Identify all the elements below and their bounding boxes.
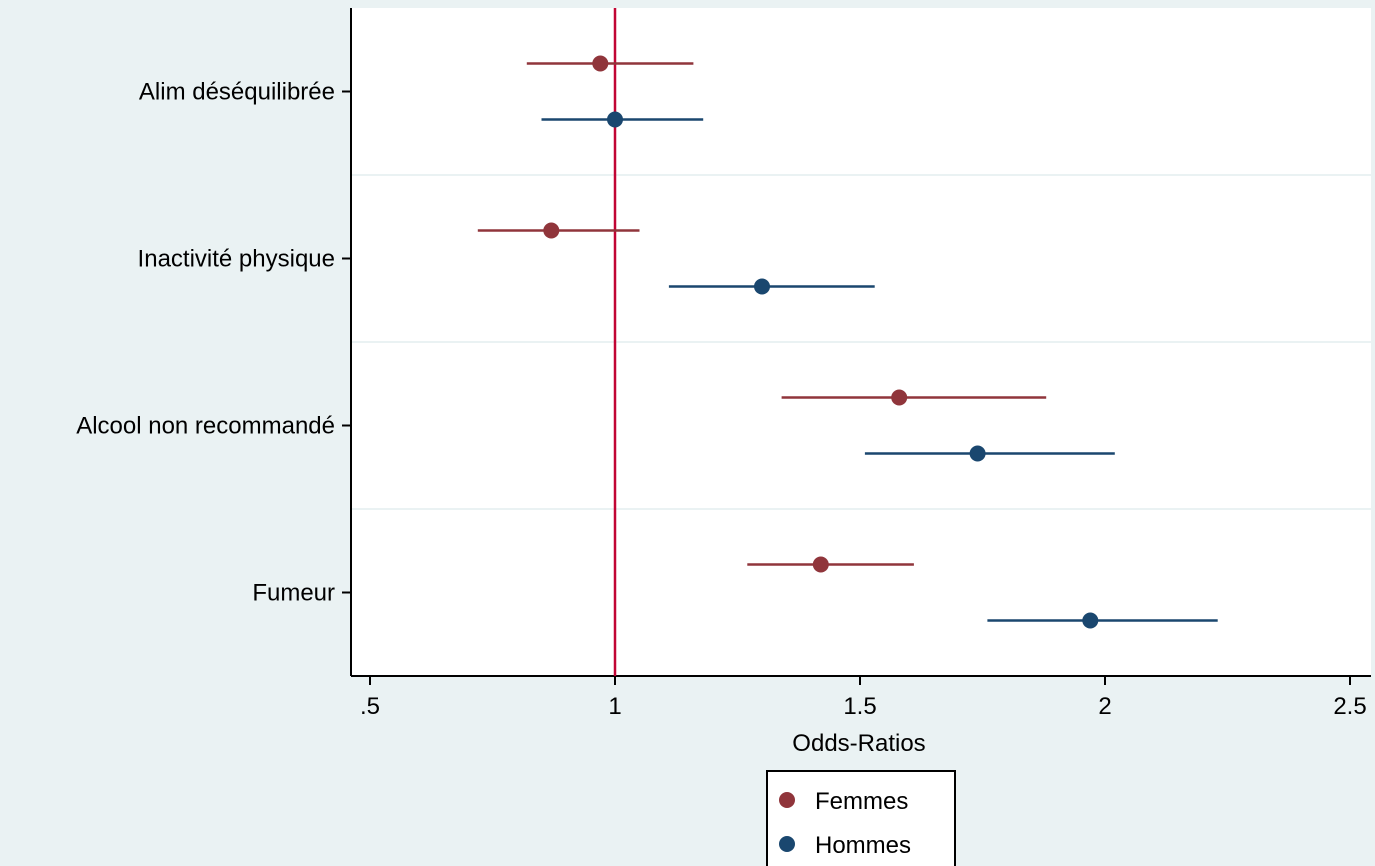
odds-ratio-point [607,111,623,128]
y-tick-label: Alcool non recommandé [76,413,335,440]
odds-ratio-point [1082,612,1099,629]
plot-area [351,8,1371,676]
legend: Femmes Hommes [766,770,956,866]
legend-marker [779,792,795,808]
legend-label: Hommes [815,832,911,859]
y-tick-label: Alim déséquilibrée [139,79,335,106]
x-axis: .5 1 1.5 2 2.5 [351,675,1371,720]
x-axis-title: Odds-Ratios [792,730,925,757]
x-tick-label: .5 [360,693,380,720]
odds-ratio-point [891,389,908,406]
odds-ratio-point [812,556,829,573]
y-axis: Alim déséquilibrée Inactivité physique Alc… [76,8,352,676]
legend-label: Femmes [815,788,908,815]
chart-marks [477,8,1218,676]
y-tick-label: Fumeur [252,580,335,607]
odds-ratio-point [543,222,560,239]
legend-marker [779,836,795,852]
x-tick-label: 2.5 [1333,693,1366,720]
y-tick-label: Inactivité physique [138,246,335,273]
legend-box [766,770,956,866]
odds-ratio-point [754,278,770,295]
x-tick-label: 1 [608,693,621,720]
x-tick-label: 1.5 [843,693,876,720]
odds-ratio-point [592,55,609,72]
odds-ratio-point [969,445,986,462]
x-tick-label: 2 [1098,693,1111,720]
